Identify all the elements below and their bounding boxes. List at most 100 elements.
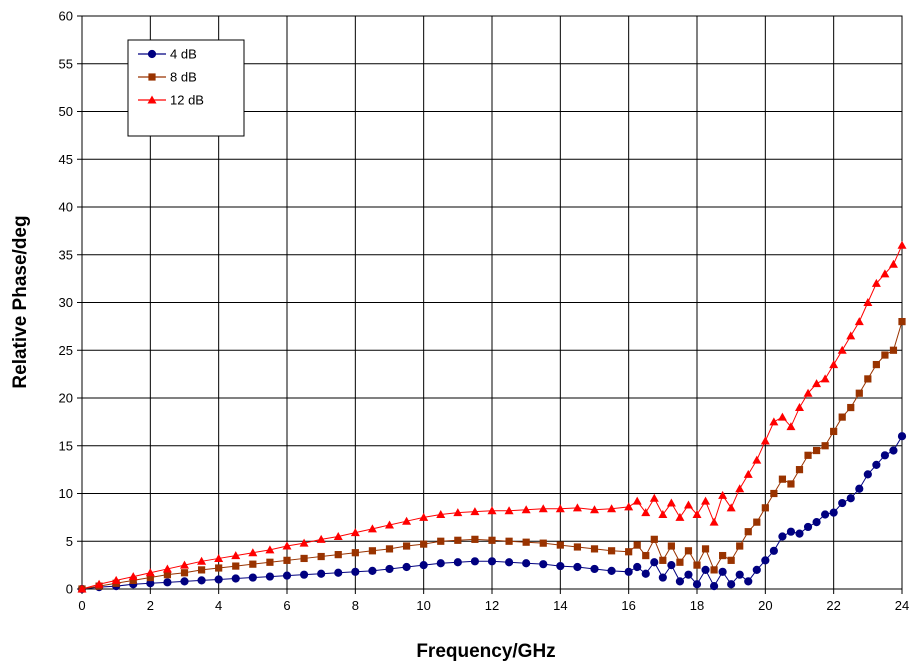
- data-point: [760, 436, 770, 445]
- data-point: [821, 442, 829, 450]
- data-point: [872, 360, 880, 369]
- data-point: [735, 570, 744, 579]
- series-4-db: [77, 432, 907, 594]
- data-point: [633, 541, 641, 549]
- data-point: [872, 460, 881, 469]
- data-point: [743, 469, 753, 478]
- data-point: [249, 560, 257, 568]
- data-point: [607, 566, 616, 575]
- data-point: [830, 427, 838, 436]
- legend-marker-triangle-icon: [147, 95, 157, 104]
- data-point: [522, 559, 531, 568]
- data-point: [701, 565, 710, 575]
- data-point: [642, 551, 650, 560]
- y-tick-label: 20: [59, 391, 73, 406]
- data-point: [692, 580, 702, 589]
- data-point: [666, 498, 676, 507]
- data-point: [351, 567, 360, 576]
- data-point: [555, 504, 565, 513]
- data-point: [641, 569, 650, 578]
- data-point: [351, 549, 359, 557]
- y-tick-label: 15: [59, 438, 73, 453]
- data-point: [727, 556, 735, 564]
- data-point: [727, 580, 736, 589]
- data-point: [471, 535, 479, 543]
- data-point: [197, 566, 206, 574]
- data-point: [180, 569, 189, 577]
- data-point: [607, 547, 616, 555]
- y-tick-label: 35: [59, 247, 73, 262]
- y-tick-label: 50: [59, 104, 73, 119]
- data-point: [316, 534, 326, 543]
- data-point: [778, 532, 787, 541]
- data-point: [282, 541, 292, 550]
- x-tick-label: 0: [78, 598, 85, 613]
- data-point: [470, 557, 480, 566]
- data-point: [282, 571, 292, 580]
- data-point: [111, 575, 121, 584]
- legend-box: [127, 39, 245, 137]
- data-point: [675, 512, 685, 521]
- data-point: [299, 538, 309, 547]
- data-point: [402, 562, 411, 572]
- data-point: [453, 508, 463, 517]
- data-point: [667, 542, 675, 550]
- y-tick-label: 45: [59, 152, 73, 167]
- data-point: [522, 538, 530, 546]
- data-point: [744, 528, 752, 536]
- x-tick-label: 4: [215, 598, 222, 613]
- data-point: [897, 432, 907, 441]
- legend: 4 dB 8 dB 12 dB: [127, 39, 245, 137]
- data-point: [795, 403, 804, 412]
- x-tick-label: 2: [147, 598, 154, 613]
- data-point: [863, 298, 873, 306]
- data-point: [786, 527, 796, 536]
- data-point: [385, 545, 394, 553]
- data-point: [334, 551, 342, 559]
- y-tick-label: 0: [66, 582, 73, 597]
- x-tick-label: 14: [553, 598, 567, 613]
- data-point: [231, 574, 240, 583]
- legend-item: 4 dB: [138, 47, 197, 62]
- data-point: [889, 446, 898, 455]
- data-point: [821, 510, 830, 519]
- data-point: [667, 561, 676, 570]
- data-point: [684, 547, 693, 555]
- data-point: [317, 569, 326, 578]
- data-point: [693, 561, 701, 569]
- data-point: [538, 504, 548, 513]
- data-point: [683, 500, 693, 509]
- data-point: [539, 560, 548, 569]
- data-point: [487, 506, 497, 515]
- data-point: [624, 567, 633, 576]
- data-point: [761, 556, 770, 565]
- data-point: [718, 490, 728, 499]
- data-point: [572, 503, 582, 512]
- data-point: [770, 489, 778, 498]
- legend-item: 12 dB: [138, 93, 204, 108]
- legend-marker-square-icon: [148, 73, 156, 81]
- data-point: [402, 516, 412, 525]
- data-point: [300, 554, 308, 563]
- data-point: [162, 564, 172, 573]
- data-point: [214, 553, 224, 562]
- data-point: [744, 577, 753, 586]
- data-point: [838, 413, 846, 421]
- data-point: [846, 331, 856, 340]
- data-point: [197, 576, 206, 585]
- data-point: [889, 346, 898, 354]
- data-point: [658, 510, 668, 519]
- data-point: [488, 536, 496, 544]
- data-point: [521, 505, 531, 514]
- data-point: [573, 562, 582, 572]
- data-point: [180, 560, 189, 569]
- data-point: [180, 577, 189, 586]
- data-point: [692, 510, 702, 519]
- data-point: [505, 537, 513, 545]
- data-point: [881, 351, 889, 359]
- data-point: [632, 496, 642, 505]
- data-point: [266, 558, 274, 566]
- data-point: [573, 543, 582, 551]
- y-axis: 0 5 10 15 20 25 30 35 40 45 50 55 60: [59, 9, 82, 597]
- x-tick-label: 8: [352, 598, 359, 613]
